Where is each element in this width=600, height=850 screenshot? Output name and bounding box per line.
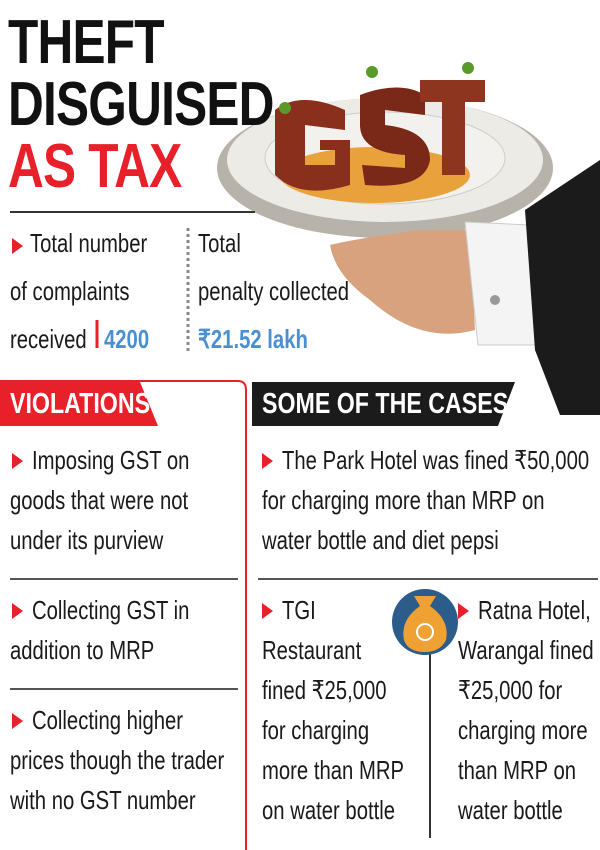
violation-text: addition to MRP <box>10 635 155 665</box>
case-text: The Park Hotel was fined ₹50,000 <box>282 445 590 475</box>
stat-value: 4200 <box>104 324 150 354</box>
case-text: Restaurant <box>262 635 362 665</box>
separator <box>258 578 598 580</box>
bullet-arrow <box>262 453 273 469</box>
case-text: water bottle and diet pepsi <box>262 525 499 555</box>
violation-text: Imposing GST on <box>32 445 190 475</box>
case-text: on water bottle <box>262 795 396 825</box>
stat-label: Total number <box>30 228 148 258</box>
violation-text: goods that were not <box>10 485 189 515</box>
bullet-arrow <box>12 713 23 729</box>
bullet-arrow <box>262 603 273 619</box>
bullet-arrow <box>12 238 23 254</box>
sleeve <box>525 160 600 415</box>
case-text: Ratna Hotel, <box>478 595 591 625</box>
bullet-arrow <box>12 603 23 619</box>
violations-banner <box>0 382 158 426</box>
stat-label: penalty collected <box>198 276 350 306</box>
stat-label: of complaints <box>10 276 130 306</box>
case-text: for charging more than MRP on <box>262 485 545 515</box>
violation-text: with no GST number <box>10 785 196 815</box>
case-text: Warangal fined <box>458 635 594 665</box>
title-line: THEFT <box>8 8 165 77</box>
violation-text: Collecting higher <box>32 705 184 735</box>
stat-label: Total <box>198 228 241 258</box>
letter-t <box>420 80 485 175</box>
violation-text: under its purview <box>10 525 164 555</box>
separator <box>10 688 238 690</box>
stat-label: received <box>10 324 87 354</box>
violation-text: prices though the trader <box>10 745 225 775</box>
section-header: VIOLATIONS <box>10 388 151 420</box>
separator <box>10 578 238 580</box>
cases-banner <box>252 382 515 426</box>
letter-s <box>360 87 430 186</box>
bullet-arrow <box>458 603 469 619</box>
hand <box>330 230 475 334</box>
violation-text: Collecting GST in <box>32 595 190 625</box>
case-text: than MRP on <box>458 755 576 785</box>
section-header: SOME OF THE CASES <box>262 388 509 420</box>
title-line: AS TAX <box>8 132 182 201</box>
title-line: DISGUISED <box>8 70 274 139</box>
case-text: more than MRP <box>262 755 405 785</box>
case-text: ₹25,000 for <box>458 675 563 705</box>
case-text: charging more <box>458 715 588 745</box>
frame <box>0 380 247 850</box>
case-text: TGI <box>282 595 316 625</box>
case-text: water bottle <box>458 795 563 825</box>
bullet-arrow <box>12 453 23 469</box>
stat-value: ₹21.52 lakh <box>198 324 308 354</box>
case-text: for charging <box>262 715 370 745</box>
letter-g <box>275 100 350 191</box>
case-text: fined ₹25,000 <box>262 675 387 705</box>
